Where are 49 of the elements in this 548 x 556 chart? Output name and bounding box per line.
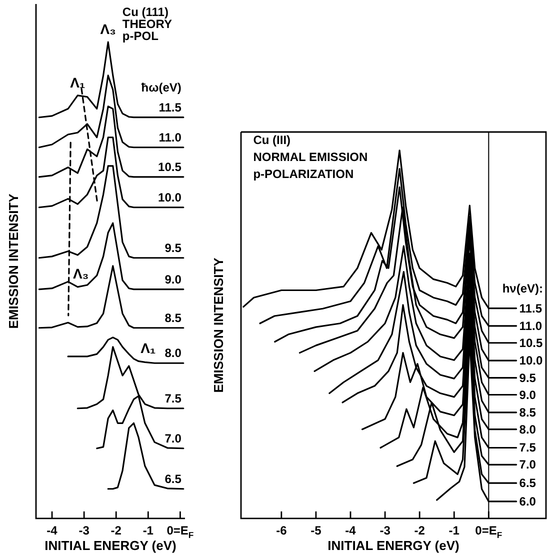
series-label: 8.5	[519, 405, 536, 420]
series-label: 10.0	[158, 190, 182, 204]
series-label: 6.0	[519, 494, 536, 508]
series-label: 9.5	[519, 370, 536, 385]
text: Cu (III)	[253, 133, 291, 147]
series-label: 7.5	[164, 391, 182, 406]
series-label: 7.0	[519, 458, 536, 472]
series-label: 10.5	[519, 336, 543, 350]
series-label: 6.5	[519, 476, 536, 490]
series-label: 10.5	[158, 160, 182, 174]
x-tick-label: -2	[110, 523, 122, 538]
text: Cu (111)	[122, 5, 168, 19]
annotation: Λ₁	[140, 340, 156, 356]
x-tick-label: -6	[276, 523, 288, 538]
series-label: 11.5	[158, 100, 182, 114]
x-tick-label: -1	[448, 523, 460, 538]
series-label: 7.0	[164, 431, 182, 446]
x-tick-label: -5	[310, 523, 322, 538]
annotation: Λ₁	[70, 74, 86, 90]
annotation: p-POL	[122, 29, 158, 43]
annotation: NORMAL EMISSION	[253, 150, 368, 164]
x-tick-label: -2	[414, 523, 426, 538]
series-label: 8.0	[519, 422, 536, 436]
series-label: 9.0	[519, 388, 536, 402]
series-label: 8.0	[164, 346, 182, 360]
x-tick-label: -3	[380, 523, 391, 538]
series-label: 7.5	[519, 440, 536, 455]
annotation: Λ₃	[100, 21, 116, 38]
x-tick-label: -1	[142, 523, 154, 538]
y-axis-title: EMISSION INTENSITY	[6, 193, 21, 329]
series-label: 10.0	[519, 354, 543, 368]
legend-title: hν(eV):	[502, 281, 543, 296]
legend-title: ħω(eV)	[141, 80, 182, 94]
text: THEORY	[122, 17, 172, 31]
annotation: p-POLARIZATION	[253, 167, 354, 181]
annotation: Λ₃	[72, 265, 89, 282]
series-label: 6.5	[164, 472, 182, 486]
x-axis-title: INITIAL ENERGY (eV)	[44, 538, 176, 553]
series-label: 11.0	[158, 130, 182, 144]
x-axis-title: INITIAL ENERGY (eV)	[328, 538, 460, 553]
series-label: 9.0	[164, 272, 182, 286]
y-axis-title: EMISSION INTENSITY	[211, 257, 226, 393]
x-tick-label: -4	[345, 523, 356, 538]
x-tick-label: -3	[78, 523, 90, 538]
series-label: 8.5	[164, 310, 182, 325]
series-label: 11.5	[519, 301, 542, 316]
series-label: 11.0	[519, 318, 542, 333]
x-tick-label: -4	[46, 523, 58, 538]
series-label: 9.5	[164, 240, 182, 255]
